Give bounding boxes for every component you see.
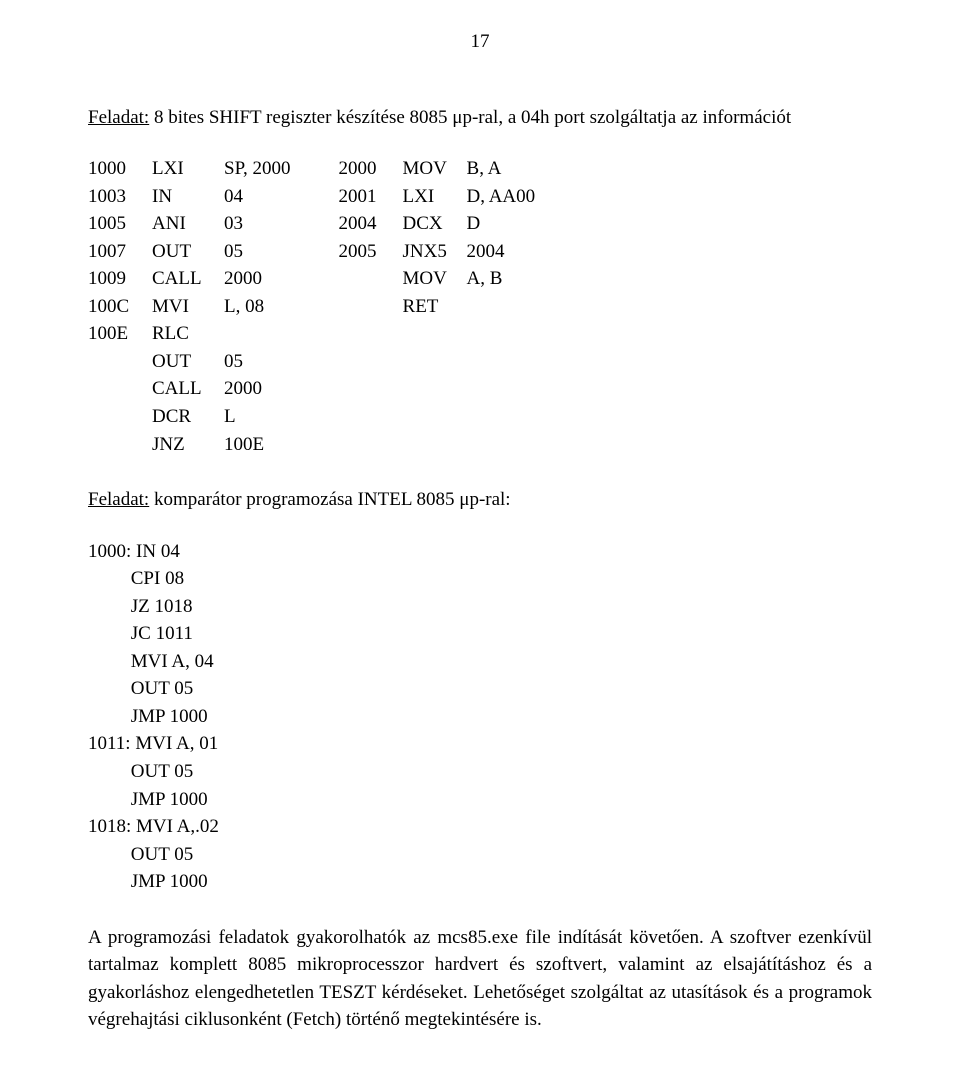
code-operand: L, 08 [224, 293, 264, 321]
code-line: DCRL [88, 403, 291, 431]
code-addr [88, 403, 152, 431]
code-addr: 100E [88, 320, 152, 348]
code-mnemonic: DCR [152, 403, 224, 431]
code-operand: 04 [224, 183, 243, 211]
code-operand: D, AA00 [467, 183, 536, 211]
code-line: 1005ANI03 [88, 210, 291, 238]
code-mnemonic: MVI [152, 293, 224, 321]
code-addr: 1000 [88, 155, 152, 183]
code-line: OUT05 [88, 348, 291, 376]
code-operand: 03 [224, 210, 243, 238]
code-operand: SP, 2000 [224, 155, 291, 183]
code-line: 100CMVIL, 08 [88, 293, 291, 321]
code-addr: 1007 [88, 238, 152, 266]
code-operand: D [467, 210, 481, 238]
code-line: 100ERLC [88, 320, 291, 348]
code-addr [88, 431, 152, 459]
task2-heading: Feladat: komparátor programozása INTEL 8… [88, 486, 872, 514]
code-mnemonic: DCX [403, 210, 467, 238]
code-line: JNZ100E [88, 431, 291, 459]
code-mnemonic: MOV [403, 155, 467, 183]
page-number: 17 [88, 28, 872, 56]
code-line: RET [339, 293, 536, 321]
code-line: 1009CALL2000 [88, 265, 291, 293]
code-addr [88, 348, 152, 376]
code-mnemonic: RET [403, 293, 467, 321]
code-addr: 100C [88, 293, 152, 321]
code-line: 1000LXISP, 2000 [88, 155, 291, 183]
task1-heading: Feladat: 8 bites SHIFT regiszter készíté… [88, 104, 872, 132]
code-line: 2000MOVB, A [339, 155, 536, 183]
task1-label: Feladat: [88, 107, 149, 128]
code-operand: L [224, 403, 236, 431]
code-mnemonic: JNZ [152, 431, 224, 459]
code-addr: 2005 [339, 238, 403, 266]
task2-title-rest: komparátor programozása INTEL 8085 μp-ra… [149, 489, 510, 510]
code-line: 1007OUT05 [88, 238, 291, 266]
code-line: MOVA, B [339, 265, 536, 293]
code-line: 2005JNX52004 [339, 238, 536, 266]
code-line: 1003IN04 [88, 183, 291, 211]
code-addr: 2001 [339, 183, 403, 211]
code-mnemonic: LXI [403, 183, 467, 211]
code-addr: 1005 [88, 210, 152, 238]
code-mnemonic: CALL [152, 265, 224, 293]
code-operand: 05 [224, 238, 243, 266]
code-mnemonic: LXI [152, 155, 224, 183]
task1-code-left: 1000LXISP, 20001003IN041005ANI031007OUT0… [88, 155, 291, 458]
code-line: 2004DCXD [339, 210, 536, 238]
task2-code-block: 1000: IN 04 CPI 08 JZ 1018 JC 1011 MVI A… [88, 538, 872, 896]
code-mnemonic: JNX5 [403, 238, 467, 266]
code-operand: A, B [467, 265, 503, 293]
task2-label: Feladat: [88, 489, 149, 510]
code-addr [339, 265, 403, 293]
code-line: 2001LXID, AA00 [339, 183, 536, 211]
code-mnemonic: ANI [152, 210, 224, 238]
body-paragraph: A programozási feladatok gyakorolhatók a… [88, 924, 872, 1034]
code-addr: 2000 [339, 155, 403, 183]
code-mnemonic: MOV [403, 265, 467, 293]
code-operand: 05 [224, 348, 243, 376]
code-mnemonic: OUT [152, 238, 224, 266]
task1-code-right: 2000MOVB, A2001LXID, AA002004DCXD2005JNX… [339, 155, 536, 458]
code-addr [339, 293, 403, 321]
code-addr: 1009 [88, 265, 152, 293]
code-line: CALL2000 [88, 375, 291, 403]
code-addr: 1003 [88, 183, 152, 211]
code-operand: 2000 [224, 265, 262, 293]
code-mnemonic: RLC [152, 320, 224, 348]
code-addr [88, 375, 152, 403]
code-operand: 2000 [224, 375, 262, 403]
code-mnemonic: OUT [152, 348, 224, 376]
code-operand: 2004 [467, 238, 505, 266]
code-addr: 2004 [339, 210, 403, 238]
code-mnemonic: CALL [152, 375, 224, 403]
task1-title-rest: 8 bites SHIFT regiszter készítése 8085 μ… [149, 107, 791, 128]
code-mnemonic: IN [152, 183, 224, 211]
task1-code-columns: 1000LXISP, 20001003IN041005ANI031007OUT0… [88, 155, 872, 458]
code-operand: 100E [224, 431, 264, 459]
code-operand: B, A [467, 155, 502, 183]
